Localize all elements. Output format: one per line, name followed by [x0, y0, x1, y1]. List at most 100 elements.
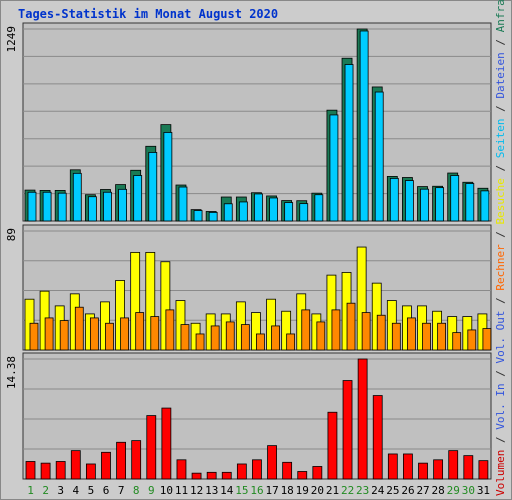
bar-besuche	[251, 312, 261, 351]
bar-rechner	[301, 309, 311, 351]
bar-volumen	[478, 460, 489, 480]
bar-rechner	[225, 321, 235, 351]
bar-seiten	[133, 175, 143, 222]
bar-rechner	[120, 317, 129, 351]
day-label: 12	[190, 484, 203, 497]
bar-rechner	[195, 333, 205, 351]
bar-seiten	[254, 193, 263, 222]
day-label: 26	[401, 484, 414, 497]
day-label: 9	[148, 484, 155, 497]
bar-volumen	[221, 471, 232, 480]
bar-volumen	[327, 411, 338, 480]
day-label: 16	[250, 484, 263, 497]
bar-seiten	[314, 194, 324, 222]
bar-besuche	[145, 251, 156, 351]
day-label: 11	[175, 484, 188, 497]
day-label: 28	[432, 484, 445, 497]
y-max-label: 89	[5, 228, 18, 241]
bar-volumen	[85, 463, 96, 480]
bar-rechner	[240, 324, 250, 351]
bar-volumen	[463, 455, 474, 480]
bar-seiten	[374, 91, 384, 222]
bar-rechner	[150, 316, 160, 351]
bar-volumen	[297, 471, 308, 480]
day-label: 21	[326, 484, 339, 497]
bar-seiten	[27, 191, 37, 222]
day-label: 29	[447, 484, 460, 497]
bar-rechner	[467, 329, 477, 351]
bar-rechner	[482, 328, 492, 351]
day-label: 7	[118, 484, 125, 497]
bar-volumen	[176, 459, 187, 480]
bar-volumen	[418, 462, 428, 480]
bar-volumen	[403, 453, 413, 480]
bar-volumen	[342, 380, 353, 480]
bar-rechner	[74, 306, 84, 351]
bar-volumen	[191, 472, 202, 480]
day-label: 8	[133, 484, 140, 497]
bar-rechner	[316, 321, 326, 351]
bar-rechner	[271, 325, 280, 351]
legend-segment: /	[494, 224, 507, 245]
bar-seiten	[72, 172, 82, 222]
bar-seiten	[284, 202, 294, 222]
bar-rechner	[59, 320, 69, 351]
bar-volumen	[312, 466, 323, 480]
legend-segment: Vol. In	[494, 383, 507, 430]
day-label: 25	[386, 484, 399, 497]
bar-volumen	[267, 445, 277, 480]
day-label: 15	[235, 484, 248, 497]
bar-volumen	[282, 461, 293, 480]
bar-volumen	[206, 471, 217, 480]
bar-rechner	[105, 322, 114, 351]
bar-seiten	[148, 152, 158, 222]
bar-rechner	[286, 333, 296, 351]
bar-rechner	[89, 317, 99, 351]
bar-volumen	[372, 395, 383, 480]
bar-besuche	[356, 246, 367, 351]
bar-volumen	[252, 459, 262, 480]
bar-rechner	[391, 322, 401, 351]
bar-seiten	[223, 203, 233, 222]
legend-segment: Anfragen	[494, 0, 507, 33]
legend-segment: /	[494, 429, 507, 450]
bar-rechner	[331, 309, 341, 351]
bar-rechner	[376, 314, 386, 351]
y-max-label: 14.38	[5, 356, 18, 389]
day-label: 3	[57, 484, 64, 497]
bar-seiten	[389, 178, 399, 222]
bar-volumen	[357, 358, 368, 480]
day-label: 4	[73, 484, 80, 497]
bar-besuche	[281, 310, 292, 351]
bar-seiten	[118, 188, 127, 222]
day-label: 1	[27, 484, 34, 497]
bar-rechner	[422, 322, 431, 351]
day-label: 5	[88, 484, 95, 497]
bar-seiten	[465, 183, 475, 222]
bar-seiten	[163, 132, 173, 222]
bar-volumen	[448, 450, 459, 480]
bar-seiten	[57, 192, 67, 222]
bar-volumen	[161, 407, 172, 480]
day-label: 6	[103, 484, 110, 497]
bar-seiten	[42, 191, 52, 222]
day-label: 19	[296, 484, 309, 497]
bar-seiten	[344, 64, 354, 222]
day-label: 14	[220, 484, 234, 497]
bar-besuche	[115, 280, 125, 351]
legend-segment: /	[494, 363, 507, 384]
bar-besuche	[160, 261, 171, 351]
bar-volumen	[131, 440, 142, 480]
bar-rechner	[407, 317, 416, 351]
bar-volumen	[433, 459, 444, 480]
bar-seiten	[435, 187, 445, 222]
bar-volumen	[70, 450, 81, 480]
bar-rechner	[437, 322, 447, 351]
bar-rechner	[29, 322, 39, 351]
bar-seiten	[208, 211, 218, 222]
legend-segment: Seiten	[494, 118, 507, 159]
bar-rechner	[346, 302, 356, 351]
bar-seiten	[405, 180, 414, 222]
